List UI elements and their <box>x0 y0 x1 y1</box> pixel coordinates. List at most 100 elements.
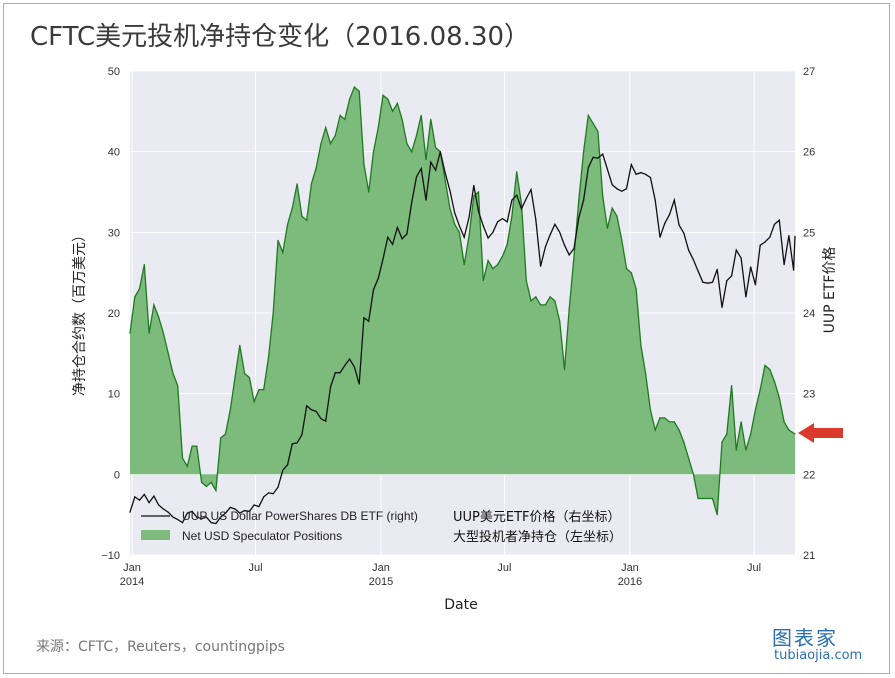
position-point <box>611 207 613 209</box>
price-point <box>664 222 666 225</box>
position-point <box>635 288 637 290</box>
annotation-price: UUP美元ETF价格（右坐标） <box>453 509 621 525</box>
price-point <box>172 516 174 518</box>
price-point <box>525 197 527 200</box>
price-point <box>678 224 680 226</box>
position-point <box>253 401 255 403</box>
y-tick-left: 0 <box>114 469 120 481</box>
position-point <box>401 118 403 120</box>
price-point <box>726 280 728 282</box>
price-point <box>458 225 460 227</box>
x-axis-label: Date <box>444 597 477 613</box>
position-point <box>563 368 566 371</box>
position-point <box>711 497 714 500</box>
price-point <box>372 289 375 291</box>
price-point <box>253 504 255 506</box>
price-point <box>411 201 413 204</box>
position-point <box>143 264 145 266</box>
position-point <box>788 429 790 431</box>
position-point <box>688 457 690 459</box>
x-tick-year: 2014 <box>120 576 144 588</box>
price-point <box>794 235 796 237</box>
y-tick-right: 24 <box>803 308 815 320</box>
price-point <box>129 511 131 513</box>
price-point <box>697 270 699 272</box>
position-point <box>535 296 537 298</box>
position-point <box>745 449 747 451</box>
price-point <box>516 194 518 196</box>
price-point <box>454 212 456 214</box>
position-point <box>683 441 685 443</box>
price-point <box>138 499 141 501</box>
position-point <box>406 143 408 145</box>
price-point <box>349 358 351 360</box>
position-point <box>673 421 675 423</box>
price-point <box>401 238 403 240</box>
price-point <box>392 243 394 245</box>
price-point <box>387 236 389 238</box>
position-point <box>244 372 246 375</box>
position-point <box>435 147 437 149</box>
position-point <box>229 409 231 411</box>
uup-price-line <box>129 151 796 525</box>
position-point <box>153 304 155 306</box>
price-point <box>153 495 155 497</box>
position-point <box>296 183 298 185</box>
position-point <box>191 445 193 447</box>
position-point <box>248 376 250 379</box>
price-point <box>339 372 341 374</box>
price-point <box>191 510 193 512</box>
price-point <box>492 231 494 233</box>
price-point <box>702 281 704 283</box>
price-point <box>573 247 575 250</box>
price-point <box>186 512 188 514</box>
position-point <box>415 134 418 137</box>
position-point <box>587 114 589 116</box>
position-point <box>664 417 666 419</box>
price-point <box>210 522 212 524</box>
position-point <box>759 389 761 391</box>
position-point <box>420 114 422 116</box>
price-point <box>463 236 465 238</box>
position-point <box>339 114 341 116</box>
price-point <box>578 217 580 219</box>
position-point <box>449 207 451 209</box>
y-tick-right: 25 <box>803 227 815 239</box>
price-point <box>735 249 737 251</box>
position-point <box>559 320 561 322</box>
position-point <box>597 130 599 133</box>
x-tick-label: Jan <box>621 562 639 574</box>
position-point <box>239 344 241 346</box>
price-point <box>201 518 203 520</box>
position-point <box>196 445 198 447</box>
annotation-positions: 大型投机者净持仓（左坐标） <box>453 529 622 545</box>
price-point <box>224 512 227 514</box>
x-ticks: Jan 2014 Jul Jan 2015 Jul Jan 2016 Jul <box>120 562 761 588</box>
position-point <box>602 195 604 197</box>
position-point <box>463 264 465 266</box>
price-point <box>745 296 747 298</box>
price-point <box>616 188 618 190</box>
page-title: CFTC美元投机净持仓变化（2016.08.30） <box>30 22 531 52</box>
price-point <box>597 157 599 159</box>
price-point <box>554 223 556 225</box>
price-point <box>291 443 293 445</box>
y-tick-left: 30 <box>108 227 120 239</box>
net-usd-line <box>129 86 796 515</box>
position-point <box>477 191 480 193</box>
price-point <box>282 469 284 471</box>
position-point <box>697 497 699 500</box>
price-point <box>358 383 360 385</box>
position-point <box>645 372 647 375</box>
price-point <box>611 184 613 186</box>
position-point <box>368 191 370 193</box>
legend-area-swatch <box>141 530 170 540</box>
position-point <box>129 332 131 334</box>
brand-url: tubiaojia.com <box>774 648 863 663</box>
price-point <box>415 176 418 178</box>
position-point <box>349 98 351 100</box>
price-point <box>477 210 480 212</box>
position-point <box>492 268 494 270</box>
position-point <box>692 473 695 475</box>
